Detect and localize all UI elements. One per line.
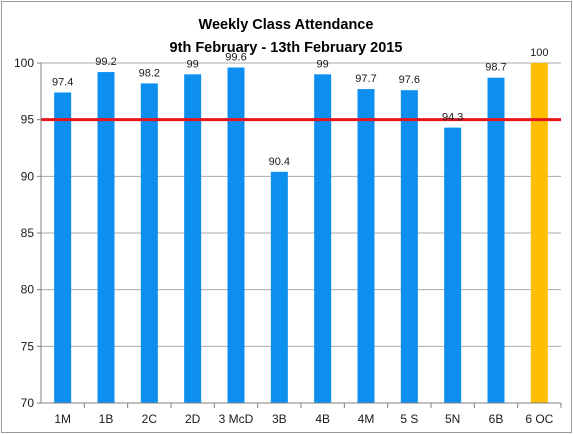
bar-6-oc	[530, 63, 548, 403]
y-tick-label: 95	[21, 113, 35, 127]
y-tick-label: 90	[21, 169, 35, 183]
bar-4b	[314, 74, 332, 403]
data-label: 97.6	[399, 74, 420, 86]
bar-1m	[54, 92, 72, 403]
chart-title: Weekly Class Attendance	[199, 17, 374, 33]
x-tick-label: 1M	[54, 412, 71, 426]
data-label: 99	[317, 58, 329, 70]
bar-2c	[140, 83, 158, 404]
data-label: 98.7	[485, 62, 506, 74]
y-tick-label: 70	[21, 396, 35, 410]
x-tick-label: 4B	[315, 412, 330, 426]
data-label: 94.3	[442, 112, 463, 124]
x-tick-label: 4M	[358, 412, 375, 426]
bar-1b	[97, 72, 115, 404]
gridlines	[41, 62, 561, 347]
chart-subtitle: 9th February - 13th February 2015	[170, 40, 403, 56]
x-tick-label: 3B	[272, 412, 287, 426]
bar-3b	[270, 171, 288, 403]
x-tick-label: 5N	[445, 412, 460, 426]
y-tick-label: 85	[21, 226, 35, 240]
x-tick-label: 6 OC	[525, 412, 553, 426]
bar-5-s	[400, 90, 418, 403]
data-label: 90.4	[269, 156, 290, 168]
data-label: 99	[187, 58, 199, 70]
axes: 70 75 80 85 90 95 100 1M 1B 2C 2D 3 McD 3B 4B 4M 5 S 5N 6…	[14, 56, 562, 426]
x-tick-label: 6B	[489, 412, 504, 426]
data-labels: 97.4 99.2 98.2 99 99.6 90.4 99 97.7 97.6 94.3 98.7…	[52, 47, 549, 168]
data-label: 99.6	[225, 52, 246, 64]
bar-5n	[444, 127, 462, 403]
bar-6b	[487, 77, 505, 403]
x-tick-label: 2D	[185, 412, 201, 426]
data-label: 98.2	[139, 67, 160, 79]
bar-2d	[184, 74, 202, 403]
data-label: 97.4	[52, 76, 73, 88]
y-tick-label: 100	[14, 56, 34, 70]
data-label: 97.7	[355, 73, 376, 85]
x-tick-label: 5 S	[400, 412, 418, 426]
x-tick-label: 3 McD	[219, 412, 254, 426]
x-tick-label: 2C	[142, 412, 158, 426]
y-tick-label: 75	[21, 339, 35, 353]
data-label: 99.2	[95, 56, 116, 68]
x-tick-label: 1B	[99, 412, 114, 426]
bar-4m	[357, 89, 375, 404]
data-label: 100	[530, 47, 548, 59]
bar-3-mcd	[227, 67, 245, 404]
y-tick-label: 80	[21, 283, 35, 297]
bars	[54, 63, 548, 404]
